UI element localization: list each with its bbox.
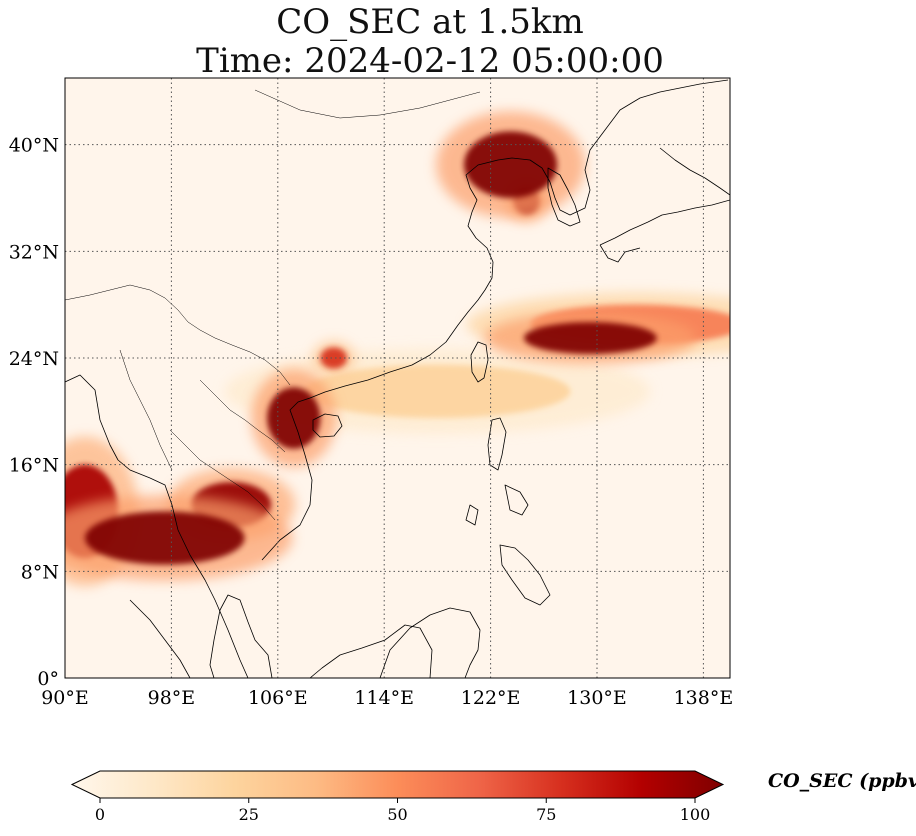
lat-tick-label: 8°N xyxy=(21,561,59,583)
coastline-mainland xyxy=(209,79,729,678)
plume-south-china-coast xyxy=(320,347,347,369)
coastline-philippines xyxy=(465,417,551,606)
coastlines xyxy=(65,79,730,678)
coastline-myanmar xyxy=(65,374,249,678)
colorbar-tick-label: 25 xyxy=(239,805,259,824)
lat-tick-label: 40°N xyxy=(9,135,59,157)
coastline-sumatra xyxy=(129,599,191,678)
lon-tick-label: 114°E xyxy=(354,687,414,709)
plume-gulf-of-tonkin xyxy=(267,387,321,449)
plume-north-china-korea xyxy=(464,131,558,198)
colorbar-ticks: 0 25 50 75 100 xyxy=(95,798,710,824)
colorbar-tick-label: 50 xyxy=(387,805,407,824)
colorbar: 0 25 50 75 100 xyxy=(70,770,725,824)
lon-tick-label: 106°E xyxy=(248,687,308,709)
lon-tick-label: 122°E xyxy=(461,687,521,709)
map-frame xyxy=(64,77,731,679)
map-area xyxy=(64,77,731,679)
lat-tick-label: 0° xyxy=(37,668,59,690)
lat-tick-label: 24°N xyxy=(9,348,59,370)
coastline-japan xyxy=(599,147,730,263)
lon-tick-label: 138°E xyxy=(674,687,734,709)
plume-east-china-sea-band xyxy=(523,322,657,354)
coastline-hainan xyxy=(312,413,343,438)
gridlines xyxy=(65,78,730,678)
colorbar-gradient xyxy=(70,770,725,799)
axis-ticks: 90°E 98°E 106°E 114°E 122°E 130°E 138°E 0° 8°N 16… xyxy=(9,135,734,709)
country-borders xyxy=(65,89,481,521)
lon-tick-label: 98°E xyxy=(148,687,196,709)
colorbar-tick-label: 100 xyxy=(680,805,711,824)
lat-tick-label: 32°N xyxy=(9,241,59,263)
colorbar-tick-label: 75 xyxy=(536,805,556,824)
lat-tick-label: 16°N xyxy=(9,455,59,477)
co-concentration-field xyxy=(65,111,730,586)
lon-tick-label: 90°E xyxy=(41,687,89,709)
colorbar-label: CO_SEC (ppbv) xyxy=(768,770,916,792)
coastline-korea xyxy=(547,167,581,227)
colorbar-tick-label: 0 xyxy=(95,805,105,824)
title-variable: CO_SEC at 1.5km xyxy=(276,2,584,42)
title-time: Time: 2024-02-12 05:00:00 xyxy=(196,41,664,81)
coastline-borneo xyxy=(379,607,481,678)
lon-tick-label: 130°E xyxy=(567,687,627,709)
plume-south-china-band xyxy=(304,364,571,419)
plume-indochina-west xyxy=(84,511,245,565)
